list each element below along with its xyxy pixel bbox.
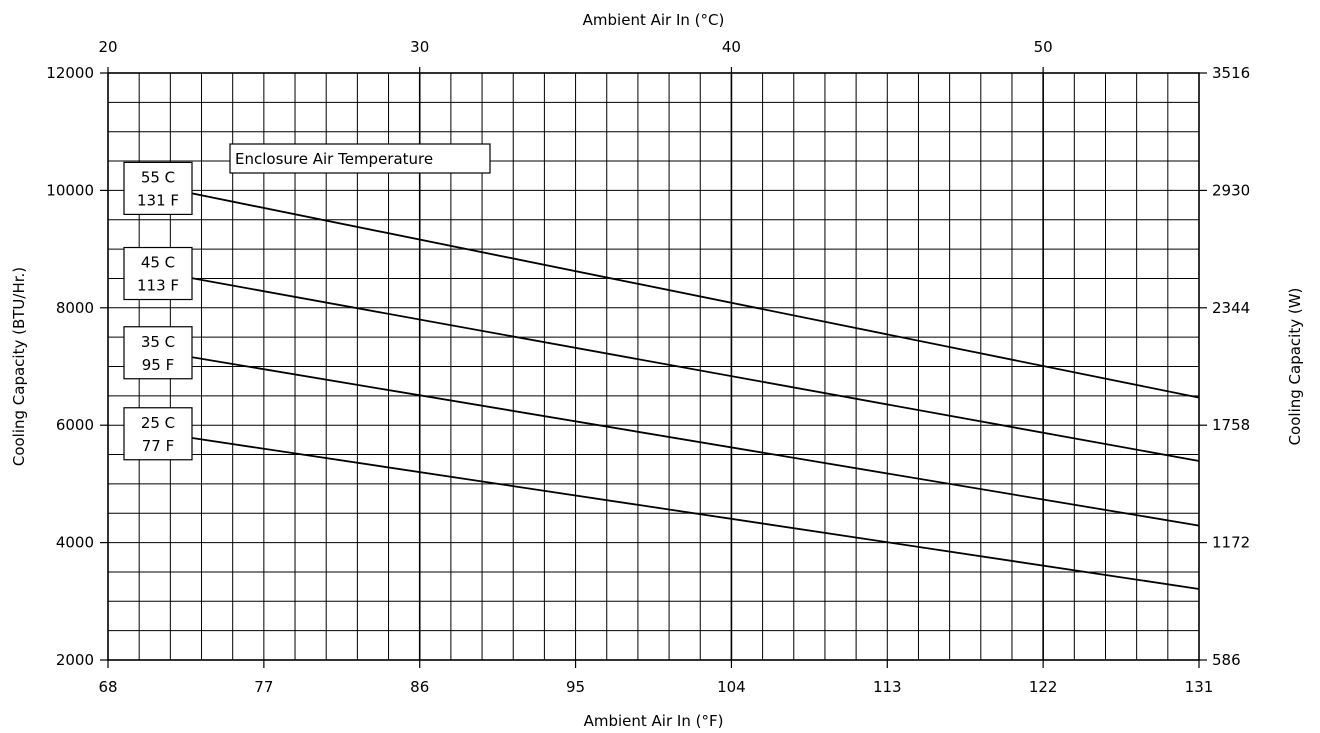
series-label-box-2 bbox=[123, 246, 193, 301]
left-tick-label: 12000 bbox=[46, 64, 94, 82]
right-tick-label: 586 bbox=[1212, 651, 1241, 669]
top-tick-label: 20 bbox=[98, 38, 117, 56]
bottom-tick-label: 113 bbox=[873, 678, 902, 696]
left-tick-label: 6000 bbox=[56, 416, 94, 434]
right-tick-label: 2344 bbox=[1212, 299, 1250, 317]
left-tick-label: 2000 bbox=[56, 651, 94, 669]
series-label-fahrenheit: 77 F bbox=[142, 437, 174, 455]
legend-title-box bbox=[229, 143, 491, 174]
series-label-celsius: 25 C bbox=[141, 414, 175, 432]
bottom-tick-label: 95 bbox=[566, 678, 585, 696]
right-tick-label: 2930 bbox=[1212, 181, 1250, 199]
series-line-3 bbox=[177, 353, 1200, 527]
series-label-fahrenheit: 131 F bbox=[137, 191, 179, 209]
right-tick-label: 1172 bbox=[1212, 534, 1250, 552]
series-label-celsius: 35 C bbox=[141, 333, 175, 351]
bottom-tick-label: 122 bbox=[1029, 678, 1058, 696]
top-tick-label: 30 bbox=[410, 38, 429, 56]
series-label-celsius: 45 C bbox=[141, 254, 175, 272]
left-tick-label: 4000 bbox=[56, 534, 94, 552]
left-tick-label: 8000 bbox=[56, 299, 94, 317]
bottom-tick-label: 68 bbox=[98, 678, 117, 696]
top-tick-label: 40 bbox=[722, 38, 741, 56]
series-label-box-3 bbox=[123, 326, 193, 380]
bottom-tick-label: 131 bbox=[1185, 678, 1214, 696]
series-line-1 bbox=[177, 189, 1200, 399]
bottom-tick-label: 86 bbox=[410, 678, 429, 696]
top-tick-label: 50 bbox=[1034, 38, 1053, 56]
right-axis-title: Cooling Capacity (W) bbox=[1286, 288, 1304, 446]
series-label-fahrenheit: 95 F bbox=[142, 356, 174, 374]
left-tick-label: 10000 bbox=[46, 181, 94, 199]
bottom-tick-label: 77 bbox=[254, 678, 273, 696]
bottom-axis-title: Ambient Air In (°F) bbox=[584, 712, 724, 730]
series-label-fahrenheit: 113 F bbox=[137, 277, 179, 295]
left-axis-title: Cooling Capacity (BTU/Hr.) bbox=[10, 267, 28, 466]
legend-title: Enclosure Air Temperature bbox=[235, 150, 433, 168]
right-tick-label: 3516 bbox=[1212, 64, 1250, 82]
series-label-box-4 bbox=[123, 407, 193, 461]
plot-frame bbox=[107, 72, 1200, 661]
right-tick-label: 1758 bbox=[1212, 416, 1250, 434]
series-line-4 bbox=[177, 434, 1200, 590]
series-label-celsius: 55 C bbox=[141, 168, 175, 186]
bottom-tick-label: 104 bbox=[717, 678, 746, 696]
series-line-2 bbox=[177, 274, 1200, 462]
top-axis-title: Ambient Air In (°C) bbox=[583, 11, 725, 29]
series-label-box-1 bbox=[123, 161, 193, 215]
